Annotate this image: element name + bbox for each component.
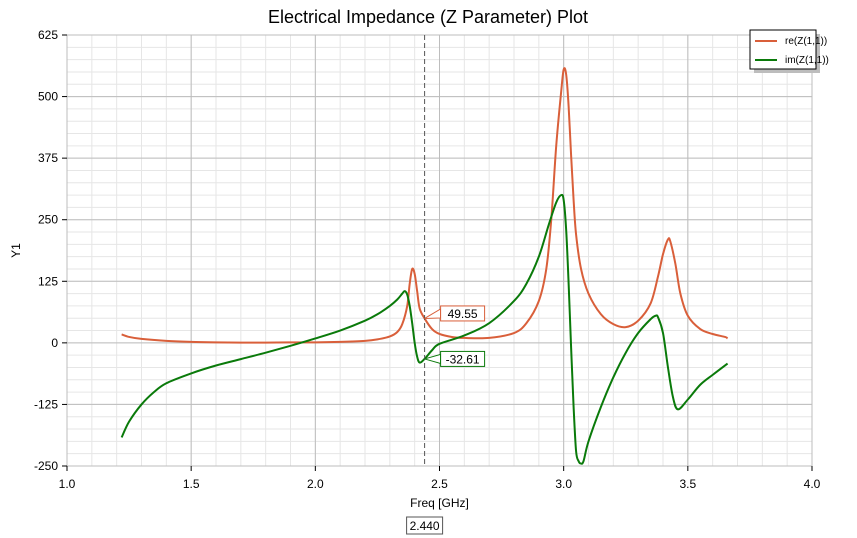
series-line-re <box>121 67 729 344</box>
legend[interactable]: re(Z(1,1)) im(Z(1,1)) <box>749 29 829 73</box>
series-layer <box>120 67 729 465</box>
y-tick-label: -250 <box>34 459 58 473</box>
marker-box[interactable] <box>440 350 486 367</box>
series-line-im <box>120 193 729 465</box>
legend-label: im(Z(1,1)) <box>785 55 829 66</box>
marker-box[interactable] <box>440 305 486 322</box>
marker-value: -32.61 <box>446 352 480 366</box>
cursor-value: 2.440 <box>410 519 440 533</box>
y-tick-label: 250 <box>38 213 58 227</box>
y-tick-label: 0 <box>51 336 58 350</box>
y-tick-label: 125 <box>38 274 58 288</box>
y-tick-label: 500 <box>38 90 58 104</box>
x-tick-label: 3.5 <box>679 477 696 491</box>
marker-layer: 49.55 -32.61 <box>422 305 486 367</box>
y-axis-ticks: -250 -125 0 125 250 375 500 625 <box>34 28 67 473</box>
y-tick-label: 375 <box>38 151 58 165</box>
y-axis-label: Y1 <box>9 243 23 258</box>
x-axis-ticks: 1.0 1.5 2.0 2.5 3.0 3.5 4.0 <box>59 466 821 491</box>
y-tick-label: 625 <box>38 28 58 42</box>
x-axis-label: Freq [GHz] <box>410 496 469 510</box>
x-tick-label: 1.0 <box>59 477 76 491</box>
x-tick-label: 2.0 <box>307 477 324 491</box>
frequency-cursor-readout[interactable]: 2.440 <box>406 516 444 535</box>
y-tick-label: -125 <box>34 397 58 411</box>
marker-value: 49.55 <box>448 307 478 321</box>
x-tick-label: 3.0 <box>555 477 572 491</box>
x-tick-label: 4.0 <box>804 477 821 491</box>
legend-label: re(Z(1,1)) <box>785 36 827 47</box>
x-tick-label: 1.5 <box>183 477 200 491</box>
x-tick-label: 2.5 <box>431 477 448 491</box>
chart-title: Electrical Impedance (Z Parameter) Plot <box>268 7 588 27</box>
